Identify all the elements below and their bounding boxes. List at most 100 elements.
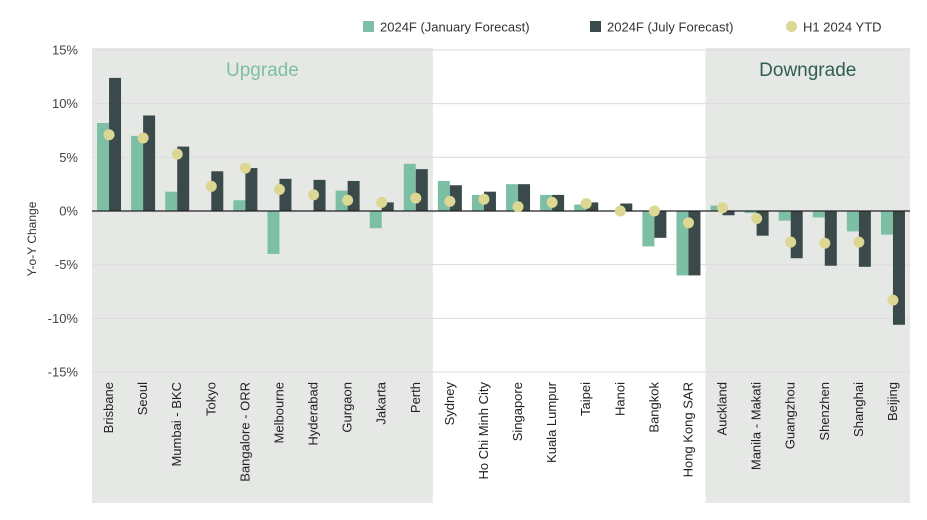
x-tick-label: Manila - Makati	[749, 382, 764, 470]
x-tick-label: Sydney	[442, 382, 457, 426]
x-tick-label: Seoul	[135, 382, 150, 415]
zone-label-upgrade: Upgrade	[226, 60, 299, 81]
bar-january-1	[131, 135, 144, 211]
bar-july-9	[415, 169, 428, 211]
point-h1-6	[308, 189, 320, 201]
zone-group: Upgrade Downgrade	[92, 48, 910, 503]
x-tick-label: Tokyo	[203, 382, 218, 416]
x-tick-label: Shanghai	[851, 382, 866, 437]
points	[103, 129, 899, 306]
x-tick-label: Singapore	[510, 382, 525, 441]
bar-january-0	[97, 122, 110, 211]
bar-july-0	[109, 77, 122, 211]
bar-january-22	[846, 211, 859, 232]
point-h1-3	[205, 180, 217, 192]
point-h1-22	[853, 236, 865, 248]
x-tick-label: Perth	[408, 382, 423, 413]
x-tick-label: Kuala Lumpur	[544, 381, 559, 463]
legend: 2024F (January Forecast) 2024F (July Fore…	[363, 20, 882, 35]
point-h1-19	[751, 213, 763, 225]
bar-july-22	[858, 211, 871, 267]
bar-january-2	[165, 191, 178, 211]
x-tick-label: Shenzhen	[817, 382, 832, 441]
x-tick-label: Jakarta	[374, 381, 389, 424]
bar-january-20	[778, 211, 791, 221]
point-h1-5	[273, 184, 285, 196]
y-tick-label: -10%	[48, 311, 79, 326]
y-tick-label: 0%	[59, 204, 78, 219]
point-h1-10	[444, 195, 456, 207]
x-tick-label: Bangalore - ORR	[237, 382, 252, 482]
x-tick-label: Hanoi	[612, 382, 627, 416]
bar-january-9	[403, 163, 416, 211]
bar-january-5	[267, 211, 280, 254]
bar-july-4	[245, 168, 258, 211]
bar-january-23	[880, 211, 893, 235]
point-h1-13	[546, 196, 558, 208]
point-h1-14	[580, 197, 592, 209]
bar-january-14	[574, 204, 587, 211]
bar-july-2	[177, 146, 190, 211]
x-tick-label: Gurgaon	[340, 382, 355, 433]
point-h1-11	[478, 193, 490, 205]
x-tick-label: Brisbane	[101, 382, 116, 433]
legend-label-2: 2024F (July Forecast)	[607, 20, 733, 35]
y-tick-label: 15%	[52, 43, 78, 58]
bar-july-20	[790, 211, 803, 259]
zone-label-downgrade: Downgrade	[759, 60, 856, 81]
point-h1-12	[512, 201, 524, 213]
x-tick-label: Mumbai - BKC	[169, 382, 184, 467]
x-tick-label: Beijing	[885, 382, 900, 421]
point-h1-21	[819, 237, 831, 249]
legend-swatch-2	[590, 21, 601, 32]
category-labels: Brisbane Seoul Mumbai - BKC Tokyo Bangalore …	[101, 381, 900, 481]
shaded-zone-2	[705, 48, 910, 503]
point-h1-2	[171, 148, 183, 160]
bar-july-18	[722, 211, 735, 216]
legend-label-3: H1 2024 YTD	[803, 20, 882, 35]
point-h1-17	[682, 217, 694, 229]
point-h1-0	[103, 129, 115, 141]
legend-swatch-1	[363, 21, 374, 32]
bar-january-4	[233, 200, 246, 211]
bar-january-12	[506, 184, 519, 211]
bar-january-21	[812, 211, 825, 218]
point-h1-20	[785, 236, 797, 248]
point-h1-4	[239, 162, 251, 174]
x-tick-label: Hyderabad	[306, 382, 321, 446]
point-h1-23	[887, 294, 899, 306]
bar-july-15	[620, 203, 633, 211]
bar-july-23	[892, 211, 905, 325]
bar-july-6	[313, 179, 326, 211]
point-h1-1	[137, 132, 149, 144]
point-h1-16	[648, 205, 660, 217]
legend-label-1: 2024F (January Forecast)	[380, 20, 530, 35]
x-tick-label: Hong Kong SAR	[680, 382, 695, 477]
bar-july-16	[654, 211, 667, 238]
point-h1-15	[614, 205, 626, 217]
y-tick-label: 5%	[59, 150, 78, 165]
y-tick-label: -15%	[48, 365, 79, 380]
bar-january-16	[642, 211, 655, 247]
bar-july-21	[824, 211, 837, 266]
y-axis-title: Y-o-Y Change	[25, 201, 39, 276]
x-tick-label: Bangkok	[646, 382, 661, 433]
bar-january-8	[369, 211, 382, 229]
bar-january-19	[744, 211, 757, 214]
x-tick-label: Guangzhou	[783, 382, 798, 449]
x-tick-label: Ho Chi Minh City	[476, 382, 491, 480]
x-tick-label: Taipei	[578, 382, 593, 416]
bar-july-1	[143, 115, 156, 211]
point-h1-7	[342, 194, 354, 206]
y-tick-label: 10%	[52, 96, 78, 111]
legend-swatch-3	[786, 21, 797, 32]
bar-july-14	[586, 202, 599, 211]
point-h1-9	[410, 192, 422, 204]
bar-july-8	[381, 202, 394, 211]
bar-july-5	[279, 178, 292, 211]
y-tick-label: -5%	[55, 257, 79, 272]
x-tick-label: Auckland	[715, 382, 730, 435]
bar-july-3	[211, 171, 224, 211]
bar-january-18	[710, 205, 723, 211]
